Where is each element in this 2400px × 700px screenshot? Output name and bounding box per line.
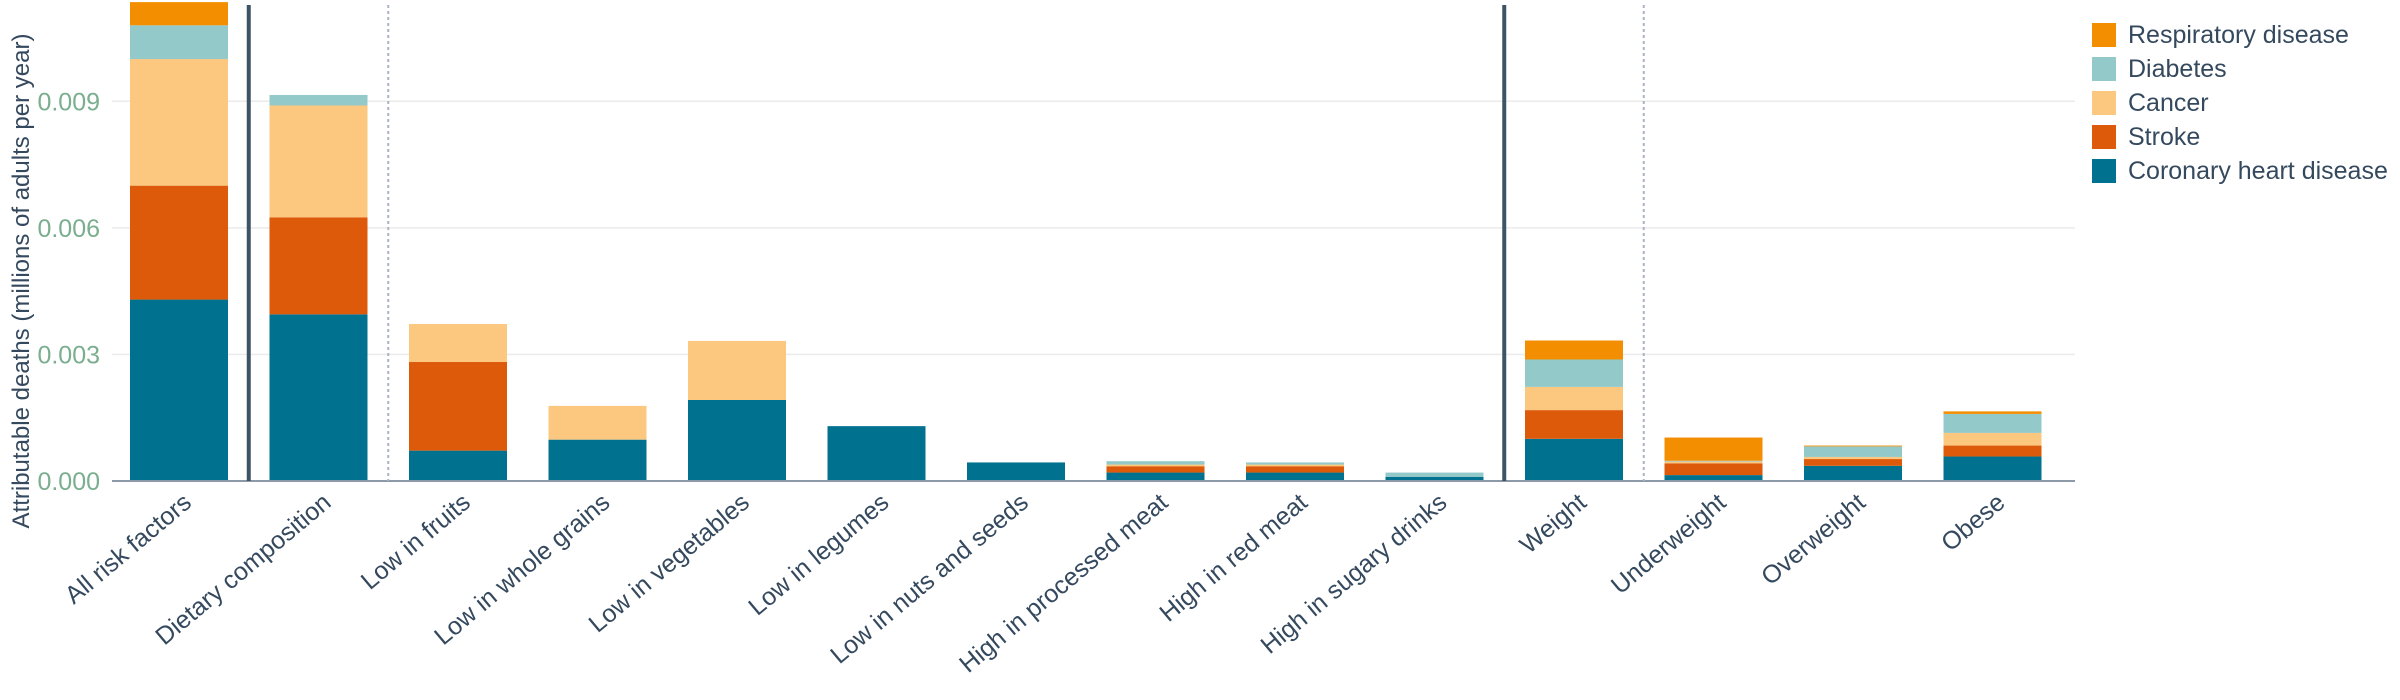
legend-item: Cancer <box>2092 86 2388 120</box>
bar-segment-cancer <box>1106 464 1205 467</box>
bar-segment-cancer <box>1525 386 1623 411</box>
legend-swatch <box>2092 57 2116 81</box>
y-tick-label: 0.000 <box>37 468 100 496</box>
bar-segment-coronary-heart-disease <box>1804 465 1902 481</box>
bar-segment-coronary-heart-disease <box>1385 476 1484 481</box>
bar-segment-diabetes <box>269 94 368 106</box>
x-tick-label: All risk factors <box>60 488 197 609</box>
bar-segment-diabetes <box>1943 413 2042 433</box>
bar-segment-cancer <box>130 59 228 186</box>
bar-segment-respiratory-disease <box>130 2 228 26</box>
y-tick-label: 0.003 <box>37 341 100 369</box>
bar-segment-stroke <box>1246 466 1344 473</box>
bar-segment-stroke <box>1664 463 1763 476</box>
bar-segment-diabetes <box>1106 461 1205 465</box>
bar-segment-stroke <box>269 217 368 315</box>
legend-swatch <box>2092 23 2116 47</box>
bar-segment-cancer <box>1664 461 1763 464</box>
y-axis-label: Attributable deaths (millions of adults … <box>8 33 35 529</box>
bar-segment-coronary-heart-disease <box>409 450 507 481</box>
legend-label: Coronary heart disease <box>2128 156 2388 185</box>
bar-segment-respiratory-disease <box>1943 411 2042 414</box>
bar-segment-diabetes <box>1804 446 1902 457</box>
bar-segment-respiratory-disease <box>1525 340 1623 360</box>
bar-segment-cancer <box>1246 464 1344 467</box>
bar-segment-stroke <box>1943 445 2042 457</box>
bar-segment-cancer <box>409 324 507 363</box>
bar-segment-stroke <box>130 185 228 300</box>
bar-segment-cancer <box>1943 432 2042 446</box>
legend-label: Cancer <box>2128 88 2209 117</box>
bar-segment-cancer <box>1804 456 1902 460</box>
bar-segment-diabetes <box>130 25 228 60</box>
legend-item: Coronary heart disease <box>2092 154 2388 188</box>
y-tick-label: 0.009 <box>37 88 100 116</box>
x-tick-label: Obese <box>1936 488 2010 557</box>
x-tick-label: Low in fruits <box>356 488 476 595</box>
x-tick-label: Overweight <box>1756 488 1871 591</box>
bar-segment-stroke <box>409 362 507 451</box>
bar-segment-coronary-heart-disease <box>269 314 368 481</box>
legend-label: Respiratory disease <box>2128 20 2349 49</box>
bar-segment-coronary-heart-disease <box>688 399 786 481</box>
bar-segment-stroke <box>1106 466 1205 473</box>
legend-label: Diabetes <box>2128 54 2227 83</box>
x-tick-label: Underweight <box>1606 488 1732 600</box>
bar-segment-stroke <box>1804 459 1902 466</box>
legend-swatch <box>2092 159 2116 183</box>
legend-label: Stroke <box>2128 122 2201 151</box>
legend-swatch <box>2092 91 2116 115</box>
bar-segment-cancer <box>269 105 368 218</box>
bar-segment-stroke <box>1525 410 1623 439</box>
legend-item: Diabetes <box>2092 52 2388 86</box>
legend-item: Respiratory disease <box>2092 18 2388 52</box>
bar-segment-coronary-heart-disease <box>1664 475 1763 481</box>
legend-swatch <box>2092 125 2116 149</box>
x-tick-label: Low in legumes <box>743 488 894 621</box>
x-tick-label: Weight <box>1515 488 1592 559</box>
bar-segment-coronary-heart-disease <box>827 426 926 481</box>
bar-segment-coronary-heart-disease <box>130 299 228 481</box>
bar-segment-coronary-heart-disease <box>967 462 1065 481</box>
bar-segment-diabetes <box>1664 460 1763 462</box>
bar-segment-respiratory-disease <box>1664 437 1763 461</box>
legend-item: Stroke <box>2092 120 2388 154</box>
bar-segment-coronary-heart-disease <box>1943 456 2042 481</box>
bar-segment-coronary-heart-disease <box>1106 472 1205 481</box>
bar-segment-coronary-heart-disease <box>1246 472 1344 481</box>
legend: Respiratory disease Diabetes Cancer Stroke C… <box>2092 18 2388 188</box>
bar-segment-diabetes <box>1246 462 1344 465</box>
bar-segment-coronary-heart-disease <box>548 439 647 481</box>
x-tick-label: High in red meat <box>1154 488 1313 627</box>
bar-segment-coronary-heart-disease <box>1525 438 1623 481</box>
bar-segment-cancer <box>688 340 786 400</box>
bar-segment-respiratory-disease <box>1804 445 1902 447</box>
y-tick-label: 0.006 <box>37 215 100 243</box>
bar-segment-diabetes <box>1385 472 1484 477</box>
bar-segment-diabetes <box>1525 359 1623 387</box>
bar-segment-cancer <box>548 405 647 440</box>
